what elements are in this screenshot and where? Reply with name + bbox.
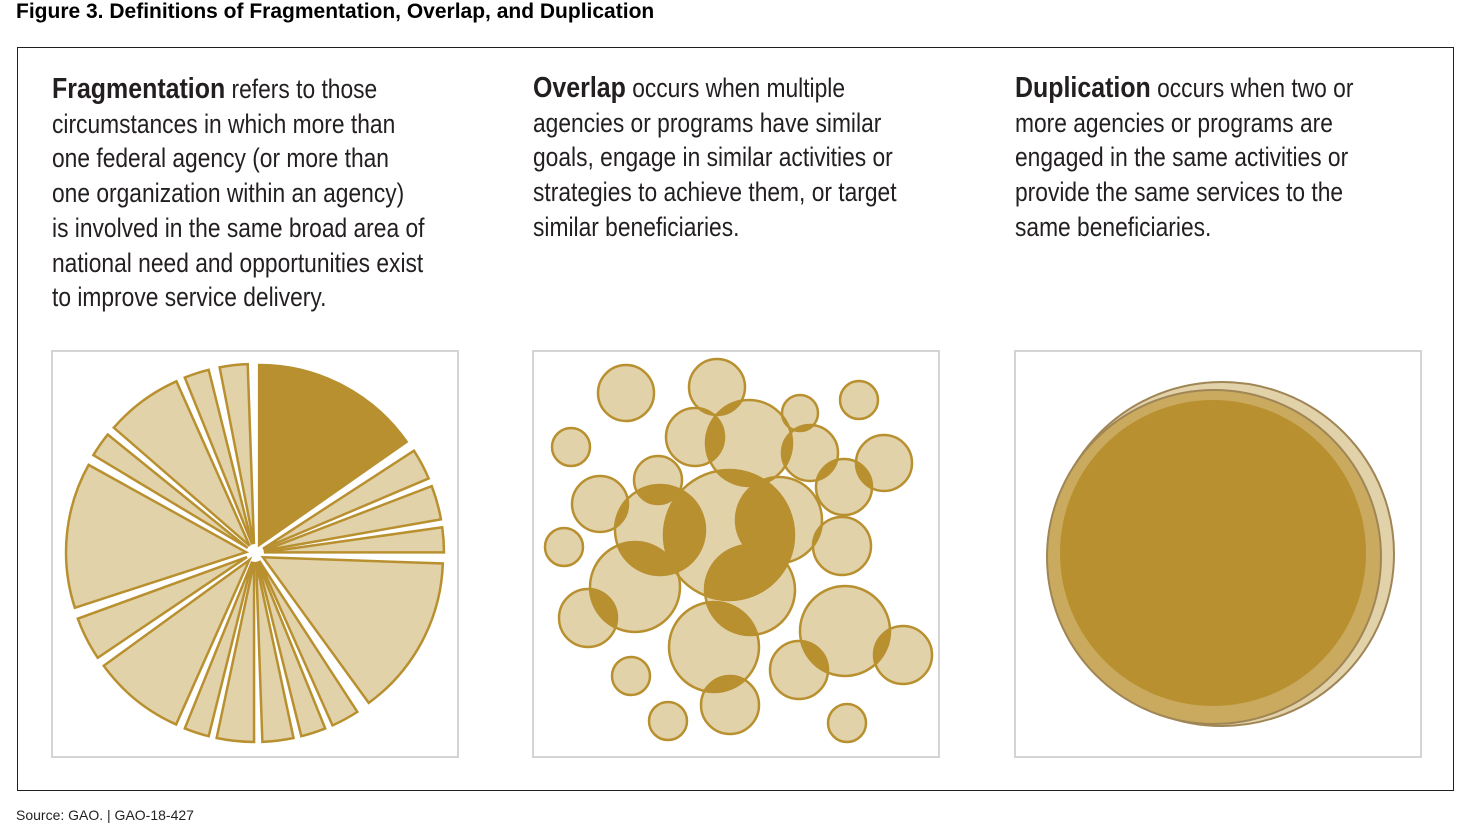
overlap-circle-outline [662,468,796,602]
text-line: is involved in the same broad area of [52,212,425,243]
pie-slice [215,561,256,744]
overlap-circle-outline [596,363,656,423]
overlap-circle [840,381,878,419]
pie-slice [64,463,250,610]
overlap-circle-outline [664,406,726,468]
text-line: similar beneficiaries. [533,211,740,242]
pie-slice [256,561,327,738]
overlap-circle [782,395,818,431]
pie-slice [218,362,256,545]
overlap-circle-outline [613,483,707,577]
text-line: circumstances in which more than [52,108,396,139]
pie-slice-highlighted [257,363,409,548]
overlap-circle [612,657,650,695]
pie-slice [263,484,443,552]
overlap-circle [649,702,687,740]
overlap-circle [828,704,866,742]
overlap-circle-outline [826,702,868,744]
duplication-circle-front [1060,400,1366,706]
pie-slice [112,379,251,547]
overlap-definition: Overlap occurs when multiple agencies or… [533,71,937,245]
overlap-circle-outline [550,426,592,468]
overlap-circle-outline [704,398,794,488]
source-note: Source: GAO. | GAO-18-427 [16,807,194,823]
overlap-circle-outline [632,454,684,506]
overlap-circle [706,400,792,486]
overlap-circle-outline [570,474,630,534]
pie-slice [183,368,254,545]
text-line: one organization within an agency) [52,178,405,209]
text-line: one federal agency (or more than [52,143,389,174]
fragmentation-definition: Fragmentation refers to those circumstan… [52,72,456,315]
overlap-circle-outline [667,600,761,694]
overlap-circle-outline [872,624,934,686]
text-line: more agencies or programs are [1015,107,1333,138]
overlap-circle-outline [703,543,797,637]
text-line: provide the same services to the [1015,177,1344,208]
text-line: goals, engage in similar activities or [533,142,893,173]
pie-slice [183,561,254,738]
overlap-circle [598,365,654,421]
pie-slice [258,560,360,727]
overlap-circle [572,476,628,532]
overlap-intersection [615,542,680,575]
term: Fragmentation [52,73,226,105]
duplication-graphic-box [1014,350,1422,758]
overlap-circles [543,357,934,744]
overlap-intersection [705,602,759,635]
overlap-circle-outline [610,655,652,697]
overlap-intersection [736,477,794,563]
duplication-definition: Duplication occurs when two or more agen… [1015,71,1419,245]
text-line: same beneficiaries. [1015,211,1212,242]
figure-frame [17,47,1454,791]
overlap-circle-outline [838,379,880,421]
overlap-intersection [590,589,617,632]
text-line: engaged in the same activities or [1015,142,1349,173]
pie-slice [263,525,446,554]
overlap-circle-outline [557,587,619,649]
overlap-circle-outline [699,674,761,736]
overlap-circle-outline [780,393,820,433]
overlap-circle-outline [588,540,682,634]
pie-slice [254,561,296,744]
text-line: refers to those [225,74,378,104]
pie-slice [260,555,445,705]
fragmentation-graphic-box [51,350,459,758]
text-line: national need and opportunities exist [52,247,424,278]
text-line: agencies or programs have similar [533,107,882,138]
overlap-circle [552,428,590,466]
fragmentation-pie [64,362,446,744]
overlap-circle-outline [768,639,830,701]
term: Overlap [533,72,626,104]
pie-slice [76,555,248,660]
overlap-graphic-box [532,350,940,758]
figure-title: Figure 3. Definitions of Fragmentation, … [16,0,655,23]
text-line: strategies to achieve them, or target [533,177,897,208]
overlap-circle-outline [734,475,824,565]
text-line: occurs when two or [1150,73,1354,103]
pie-slice [262,449,431,550]
overlap-circle [689,359,745,415]
overlap-circle [813,517,871,575]
overlap-circle-outline [811,515,873,577]
text-line: to improve service delivery. [52,282,327,313]
pie-slice [101,556,253,727]
duplication-circles [1046,381,1395,727]
text-line: occurs when multiple [625,73,846,103]
term: Duplication [1015,72,1151,104]
overlap-intersection [705,545,794,600]
overlap-circle-outline [647,700,689,742]
overlap-circle-outline [814,457,874,517]
overlap-intersection [800,641,828,676]
overlap-circle-outline [798,584,892,678]
overlap-circle [545,528,583,566]
overlap-circle-outline [543,526,585,568]
overlap-circle-outline [780,423,840,483]
pie-slice [91,432,249,549]
